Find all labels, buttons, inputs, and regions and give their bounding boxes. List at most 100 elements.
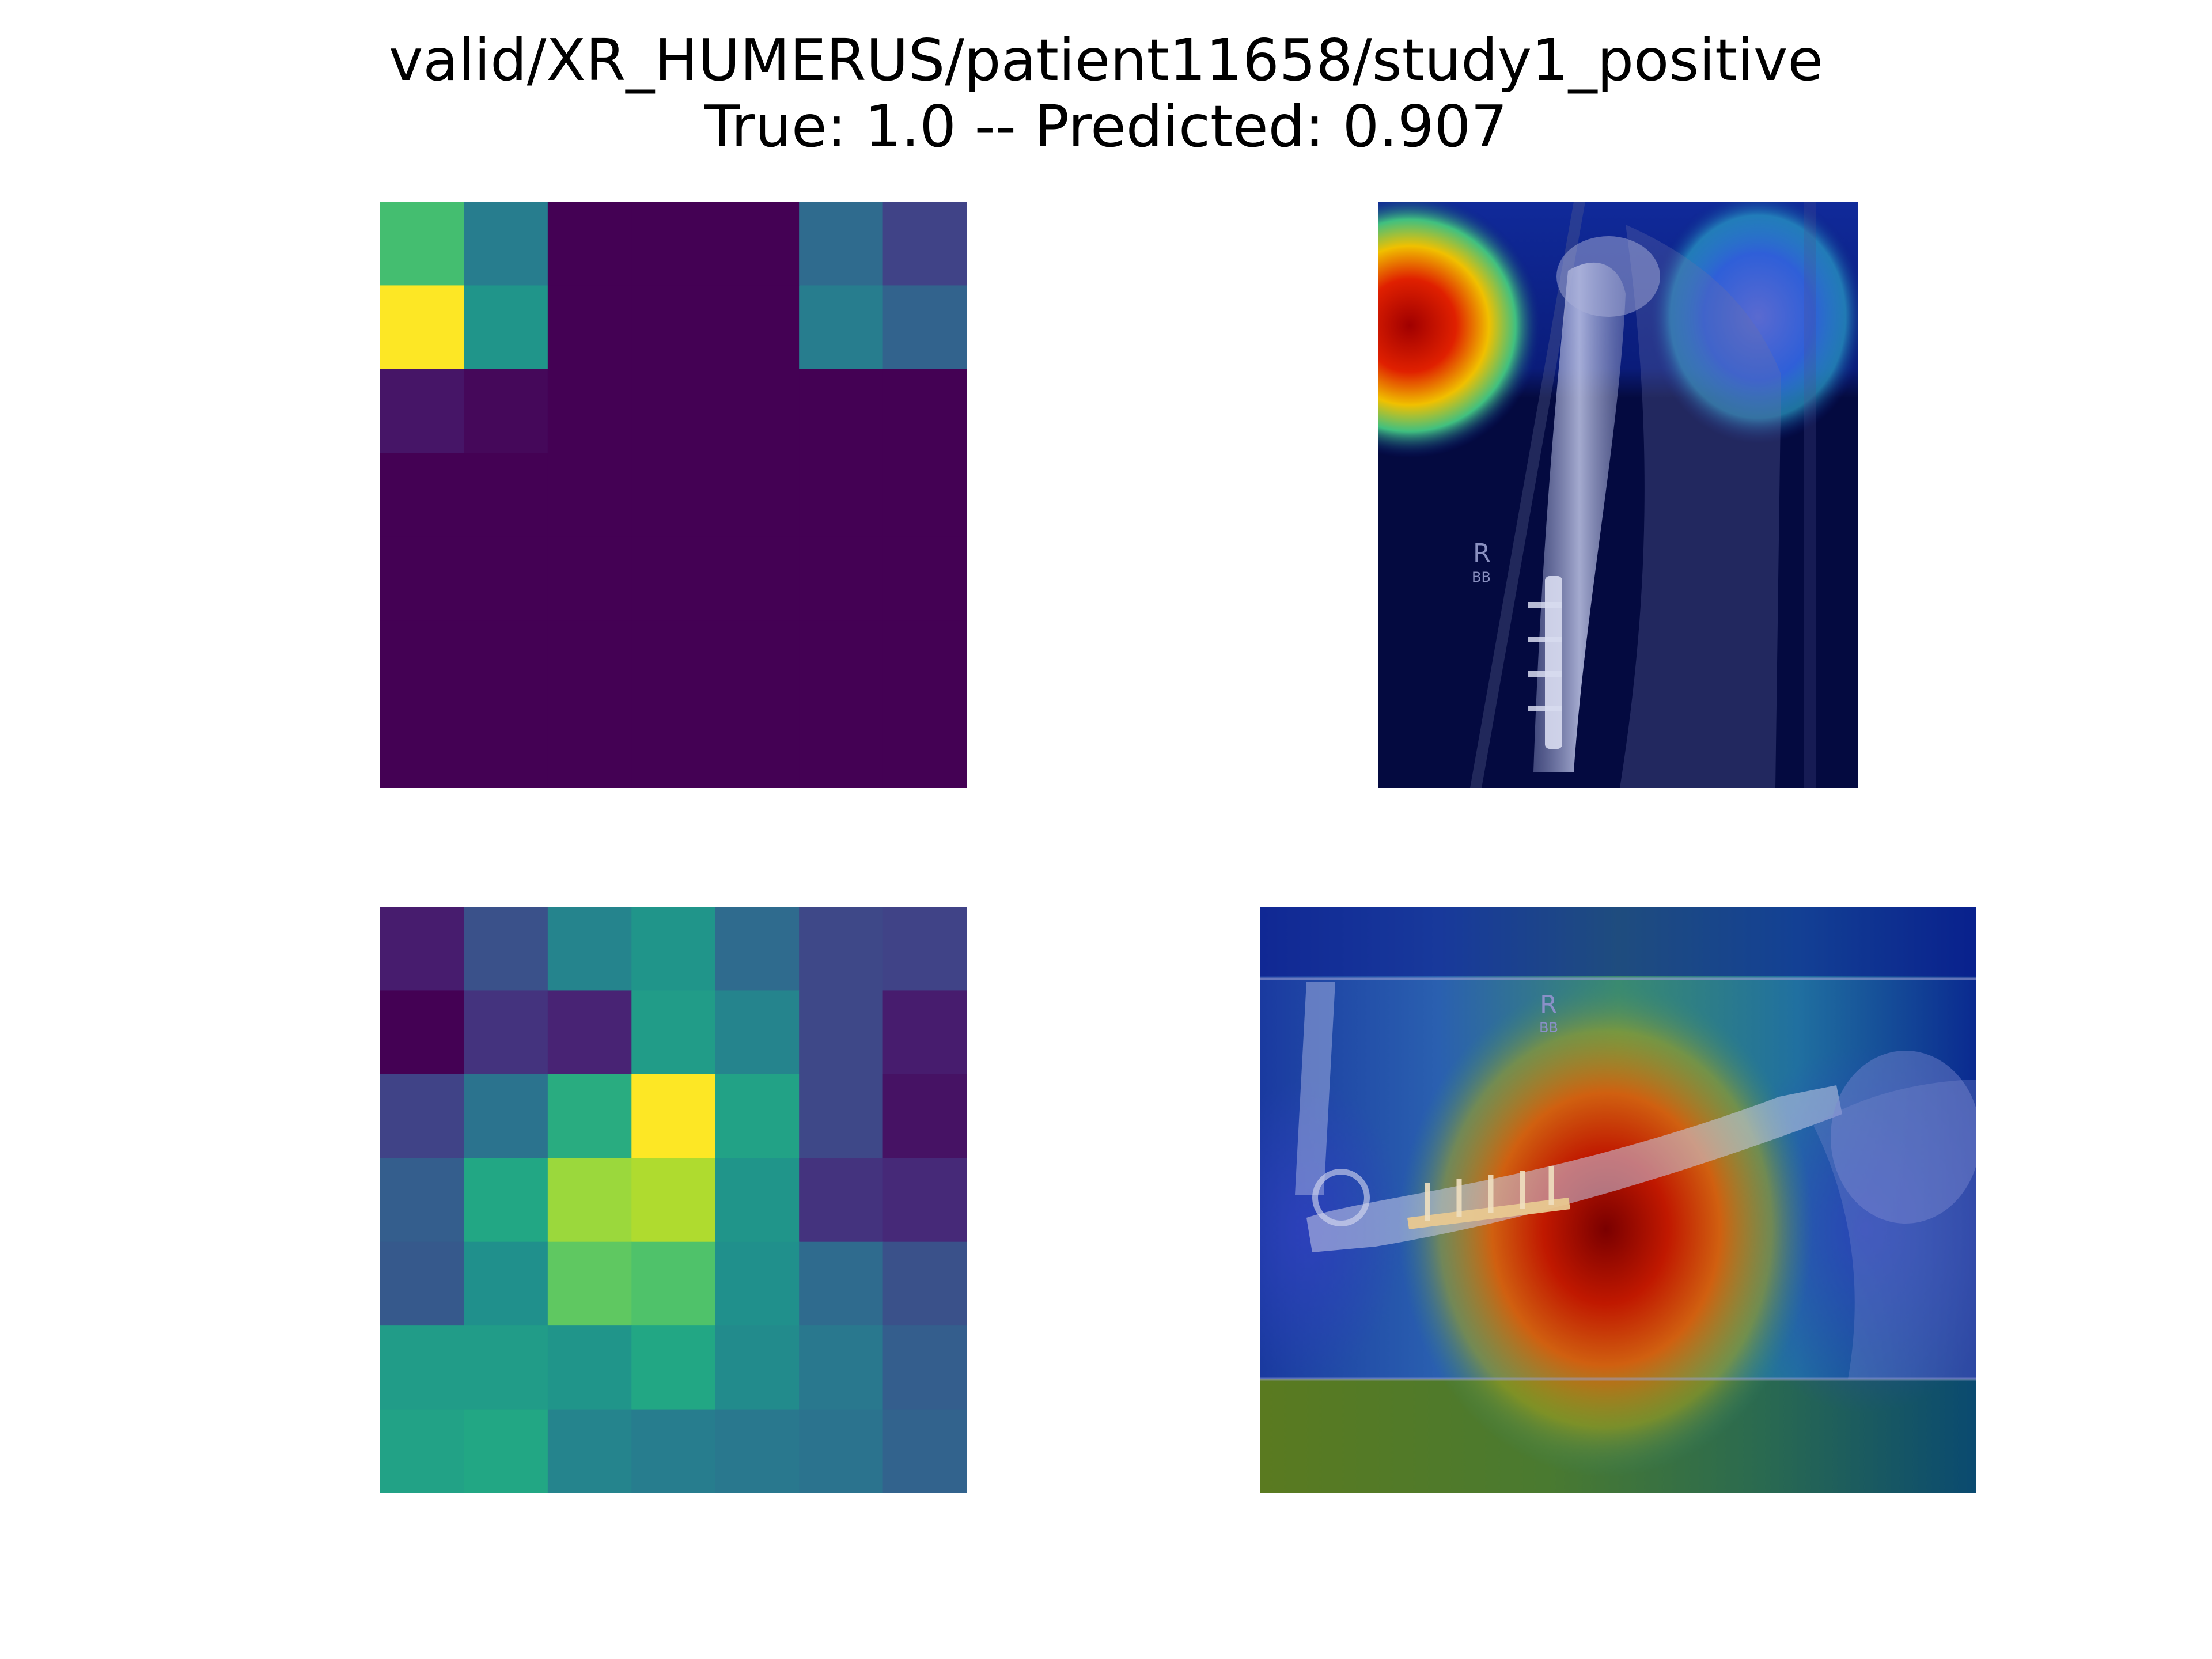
heatmap-top-left-cell-r0-c1 bbox=[464, 202, 548, 286]
heatmap-bottom-left-cell-r2-c0 bbox=[380, 1074, 465, 1159]
heatmap-top-left-cell-r2-c4 bbox=[715, 369, 800, 454]
heatmap-bottom-left-cell-r3-c1 bbox=[464, 1158, 548, 1243]
heatmap-bottom-left-cell-r5-c4 bbox=[715, 1325, 800, 1410]
heatmap-top-left-cell-r3-c2 bbox=[547, 453, 632, 537]
heatmap-top-left-cell-r2-c2 bbox=[547, 369, 632, 454]
heatmap-bottom-left-cell-r6-c0 bbox=[380, 1409, 465, 1493]
heatmap-bottom-left-cell-r3-c4 bbox=[715, 1158, 800, 1243]
heatmap-top-left-svg bbox=[380, 202, 967, 788]
heatmap-top-left-cell-r6-c5 bbox=[799, 704, 884, 788]
heatmap-top-left-cell-r1-c5 bbox=[799, 285, 884, 370]
heatmap-top-left-cell-r4-c5 bbox=[799, 536, 884, 622]
heatmap-top-left bbox=[380, 202, 967, 788]
heatmap-top-left-cell-r0-c6 bbox=[882, 202, 967, 286]
heatmap-bottom-left-cell-r0-c3 bbox=[631, 907, 716, 991]
heatmap-top-left-cell-r0-c5 bbox=[799, 202, 884, 286]
heatmap-top-left-cell-r6-c2 bbox=[547, 704, 632, 788]
heatmap-bottom-left-cell-r1-c4 bbox=[715, 990, 800, 1075]
heatmap-top-left-cell-r1-c1 bbox=[464, 285, 548, 370]
heatmap-top-left-cell-r0-c3 bbox=[631, 202, 716, 286]
heatmap-top-left-cell-r5-c4 bbox=[715, 620, 800, 705]
heatmap-bottom-left-cell-r6-c3 bbox=[631, 1409, 716, 1493]
heatmap-top-left-cell-r4-c0 bbox=[380, 536, 465, 622]
heatmap-bottom-left-cell-r1-c0 bbox=[380, 990, 465, 1075]
heatmap-bottom-left-cell-r4-c5 bbox=[799, 1241, 884, 1327]
heatmap-top-left-cell-r0-c2 bbox=[547, 202, 632, 286]
heatmap-bottom-left-cell-r1-c5 bbox=[799, 990, 884, 1075]
heatmap-top-left-cell-r6-c0 bbox=[380, 704, 465, 788]
heatmap-top-left-cell-r2-c0 bbox=[380, 369, 465, 454]
heatmap-top-left-cell-r5-c1 bbox=[464, 620, 548, 705]
heatmap-top-left-cell-r6-c1 bbox=[464, 704, 548, 788]
heatmap-bottom-left-cell-r3-c2 bbox=[547, 1158, 632, 1243]
heatmap-top-left-cell-r5-c2 bbox=[547, 620, 632, 705]
heatmap-top-left-cell-r4-c2 bbox=[547, 536, 632, 622]
heatmap-bottom-left-cell-r1-c2 bbox=[547, 990, 632, 1075]
heatmap-bottom-left-cell-r2-c6 bbox=[882, 1074, 967, 1159]
heatmap-bottom-left-cell-r4-c0 bbox=[380, 1241, 465, 1327]
heatmap-top-left-cell-r3-c3 bbox=[631, 453, 716, 537]
heatmap-top-left-cell-r6-c4 bbox=[715, 704, 800, 788]
heatmap-top-left-cell-r5-c0 bbox=[380, 620, 465, 705]
heatmap-bottom-left-cell-r4-c6 bbox=[882, 1241, 967, 1327]
side-marker-sub-bottom: BB bbox=[1539, 1020, 1558, 1036]
heatmap-top-left-cell-r1-c2 bbox=[547, 285, 632, 370]
heatmap-top-left-cell-r3-c4 bbox=[715, 453, 800, 537]
heatmap-top-left-cell-r3-c0 bbox=[380, 453, 465, 537]
heatmap-top-left-cell-r0-c0 bbox=[380, 202, 465, 286]
side-marker-r-top: R bbox=[1473, 539, 1491, 568]
heatmap-bottom-left-cell-r5-c3 bbox=[631, 1325, 716, 1410]
heatmap-top-left-cell-r1-c4 bbox=[715, 285, 800, 370]
heatmap-bottom-left-cell-r4-c3 bbox=[631, 1241, 716, 1327]
heatmap-bottom-left-cell-r3-c0 bbox=[380, 1158, 465, 1243]
heatmap-top-left-cell-r2-c6 bbox=[882, 369, 967, 454]
figure-title-line1: valid/XR_HUMERUS/patient11658/study1_pos… bbox=[389, 26, 1823, 94]
side-marker-r-bottom: R bbox=[1540, 990, 1558, 1020]
xray-overlay-top-right: R BB bbox=[1378, 202, 1858, 788]
heatmap-bottom-left bbox=[380, 907, 967, 1493]
heatmap-bottom-left-cell-r0-c5 bbox=[799, 907, 884, 991]
xray-overlay-bottom-right: R BB bbox=[1260, 907, 1976, 1493]
heatmap-top-left-cell-r5-c3 bbox=[631, 620, 716, 705]
heatmap-bottom-left-cell-r2-c3 bbox=[631, 1074, 716, 1159]
heatmap-top-left-cell-r2-c5 bbox=[799, 369, 884, 454]
heatmap-bottom-left-cell-r2-c5 bbox=[799, 1074, 884, 1159]
heatmap-top-left-cell-r1-c6 bbox=[882, 285, 967, 370]
heatmap-bottom-left-cell-r0-c1 bbox=[464, 907, 548, 991]
heatmap-top-left-cell-r4-c6 bbox=[882, 536, 967, 622]
heatmap-top-left-cell-r5-c5 bbox=[799, 620, 884, 705]
heatmap-bottom-left-cell-r2-c4 bbox=[715, 1074, 800, 1159]
heatmap-bottom-left-cell-r1-c3 bbox=[631, 990, 716, 1075]
heatmap-bottom-left-cell-r5-c6 bbox=[882, 1325, 967, 1410]
heatmap-bottom-left-cell-r5-c0 bbox=[380, 1325, 465, 1410]
heatmap-bottom-left-cell-r5-c1 bbox=[464, 1325, 548, 1410]
heatmap-top-left-cell-r3-c6 bbox=[882, 453, 967, 537]
xray-image-bottom-right: R BB bbox=[1260, 907, 1976, 1493]
heatmap-top-left-cell-r4-c1 bbox=[464, 536, 548, 622]
heatmap-bottom-left-cell-r3-c3 bbox=[631, 1158, 716, 1243]
heatmap-top-left-cell-r6-c6 bbox=[882, 704, 967, 788]
heatmap-bottom-left-cell-r0-c0 bbox=[380, 907, 465, 991]
heatmap-top-left-cell-r3-c1 bbox=[464, 453, 548, 537]
heatmap-top-left-cell-r4-c4 bbox=[715, 536, 800, 622]
heatmap-top-left-cell-r2-c3 bbox=[631, 369, 716, 454]
heatmap-top-left-cell-r3-c5 bbox=[799, 453, 884, 537]
xray-image-top-right: R BB bbox=[1378, 202, 1858, 788]
heatmap-bottom-left-cell-r5-c5 bbox=[799, 1325, 884, 1410]
heatmap-top-left-cell-r1-c0 bbox=[380, 285, 465, 370]
heatmap-bottom-left-cell-r0-c4 bbox=[715, 907, 800, 991]
heatmap-bottom-left-cell-r2-c2 bbox=[547, 1074, 632, 1159]
heatmap-top-left-cell-r5-c6 bbox=[882, 620, 967, 705]
heatmap-bottom-left-cell-r6-c2 bbox=[547, 1409, 632, 1493]
heatmap-bottom-left-cell-r4-c2 bbox=[547, 1241, 632, 1327]
heatmap-top-left-cell-r4-c3 bbox=[631, 536, 716, 622]
heatmap-bottom-left-cell-r4-c4 bbox=[715, 1241, 800, 1327]
heatmap-bottom-left-cell-r0-c6 bbox=[882, 907, 967, 991]
figure-title-line2: True: 1.0 -- Predicted: 0.907 bbox=[704, 93, 1508, 160]
heatmap-bottom-left-cell-r6-c1 bbox=[464, 1409, 548, 1493]
heatmap-bottom-left-cell-r4-c1 bbox=[464, 1241, 548, 1327]
heatmap-bottom-left-cell-r3-c5 bbox=[799, 1158, 884, 1243]
heatmap-top-left-cell-r1-c3 bbox=[631, 285, 716, 370]
side-marker-sub-top: BB bbox=[1472, 569, 1491, 585]
heatmap-bottom-left-cell-r6-c5 bbox=[799, 1409, 884, 1493]
